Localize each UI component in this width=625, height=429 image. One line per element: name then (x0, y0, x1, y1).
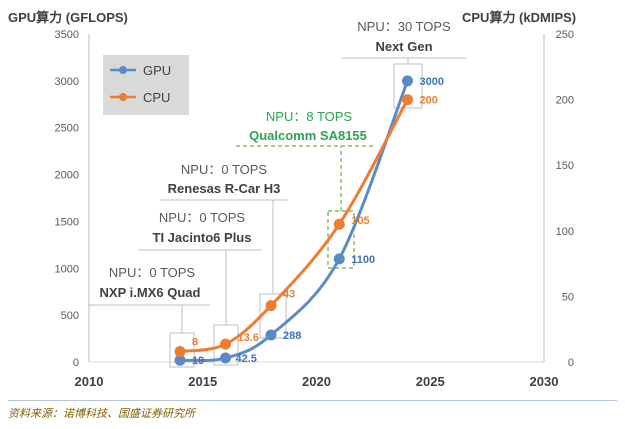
nextgen-npu: NPU：30 TOPS (357, 19, 451, 34)
legend-gpu-marker (119, 66, 127, 74)
x-tick: 2015 (188, 374, 217, 389)
qualcomm-npu: NPU：8 TOPS (266, 109, 353, 124)
data-label-gpu: 1100 (351, 254, 375, 266)
y-left-tick: 1000 (55, 263, 79, 275)
y-left-tick: 500 (61, 310, 79, 322)
point-gpu (265, 329, 277, 341)
legend-box (103, 55, 189, 115)
point-cpu (174, 346, 186, 358)
data-label-gpu: 3000 (420, 76, 444, 88)
footer-rule (8, 400, 617, 401)
point-gpu (402, 75, 413, 87)
nxp-chip: NXP i.MX6 Quad (100, 285, 201, 300)
x-tick: 2025 (416, 374, 445, 389)
y-left-tick: 1500 (55, 216, 79, 228)
renesas-npu: NPU：0 TOPS (181, 162, 268, 177)
point-gpu (220, 352, 231, 364)
y-left-tick: 3000 (55, 76, 79, 88)
y-left-tick: 2500 (55, 123, 79, 135)
data-label-gpu: 42.5 (236, 353, 257, 365)
renesas-chip: Renesas R-Car H3 (168, 181, 281, 196)
data-label-cpu: 43 (283, 289, 295, 301)
y-left-tick: 0 (73, 357, 79, 369)
legend-cpu-label: CPU (143, 90, 170, 105)
point-cpu (265, 300, 277, 312)
data-label-gpu: 19 (192, 355, 204, 367)
y-right-tick: 200 (556, 95, 574, 107)
ti-chip: TI Jacinto6 Plus (153, 230, 252, 245)
ti-npu: NPU：0 TOPS (159, 210, 246, 225)
legend: GPU CPU (103, 55, 189, 115)
data-label-cpu: 13.6 (238, 332, 259, 344)
y-left-ticks: 0 500 1000 1500 2000 2500 3000 3500 (55, 29, 79, 369)
data-label-cpu: 8 (192, 337, 198, 349)
x-tick: 2030 (530, 374, 559, 389)
series-layer: 19 42.5 288 1100 3000 8 13.6 43 105 200 (174, 75, 444, 367)
y-right-tick: 0 (568, 357, 574, 369)
x-ticks: 2010 2015 2020 2025 2030 (75, 374, 559, 389)
y-left-title: GPU算力 (GFLOPS) (8, 10, 128, 25)
nxp-npu: NPU：0 TOPS (109, 265, 196, 280)
y-right-tick: 150 (556, 160, 574, 172)
annotations: NPU：0 TOPS NXP i.MX6 Quad NPU：0 TOPS TI … (100, 19, 451, 300)
y-right-ticks: 0 50 100 150 200 250 (556, 29, 574, 369)
y-right-tick: 250 (556, 29, 574, 41)
point-cpu (402, 94, 413, 106)
data-label-cpu: 200 (420, 95, 438, 107)
qualcomm-chip: Qualcomm SA8155 (249, 128, 367, 143)
y-left-tick: 3500 (55, 29, 79, 41)
data-label-cpu: 105 (351, 215, 369, 227)
legend-cpu-marker (119, 93, 127, 101)
annotation-connectors (88, 57, 466, 368)
series-line-cpu (179, 98, 409, 353)
point-cpu (333, 218, 345, 230)
x-tick: 2020 (302, 374, 331, 389)
grid (88, 34, 545, 363)
x-tick: 2010 (75, 374, 104, 389)
y-left-tick: 2000 (55, 170, 79, 182)
data-label-gpu: 288 (283, 330, 301, 342)
nextgen-chip: Next Gen (375, 39, 432, 54)
legend-gpu-label: GPU (143, 63, 171, 78)
point-cpu (220, 338, 231, 350)
point-gpu (174, 354, 186, 366)
point-gpu (333, 253, 345, 265)
y-right-tick: 50 (562, 291, 574, 303)
y-right-tick: 100 (556, 226, 574, 238)
source-note: 资料来源：诺博科技、国盛证券研究所 (8, 407, 195, 420)
y-right-title: CPU算力 (kDMIPS) (462, 10, 576, 25)
